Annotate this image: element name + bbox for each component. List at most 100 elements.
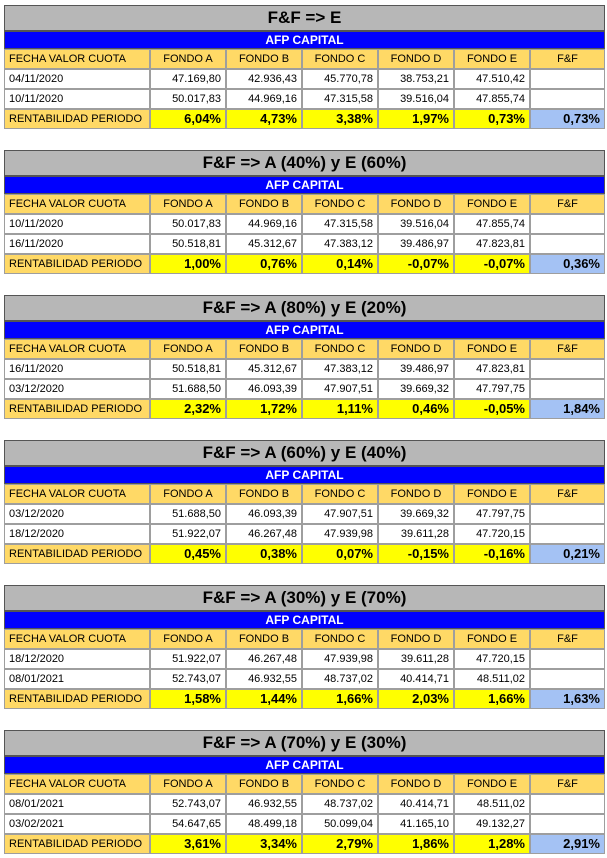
result-value: 0,36% (530, 254, 605, 274)
block-subtitle: AFP CAPITAL (4, 466, 605, 484)
result-label: RENTABILIDAD PERIODO (4, 544, 150, 564)
date-cell: 03/12/2020 (4, 504, 150, 524)
column-header: F&F (530, 774, 605, 794)
column-header: FONDO B (226, 194, 302, 214)
value-cell: 52.743,07 (150, 794, 226, 814)
column-header: FONDO D (378, 484, 454, 504)
column-header: FONDO A (150, 49, 226, 69)
result-value: 1,11% (302, 399, 378, 419)
result-value: 1,66% (302, 689, 378, 709)
value-cell: 47.907,51 (302, 504, 378, 524)
value-cell (530, 669, 605, 689)
result-value: 1,86% (378, 834, 454, 854)
column-header: FONDO E (454, 194, 530, 214)
column-header: FONDO C (302, 774, 378, 794)
value-cell (530, 649, 605, 669)
block-title: F&F => A (80%) y E (20%) (4, 295, 605, 321)
date-cell: 08/01/2021 (4, 669, 150, 689)
date-cell: 04/11/2020 (4, 69, 150, 89)
value-cell: 42.936,43 (226, 69, 302, 89)
column-header: FONDO E (454, 629, 530, 649)
value-cell: 49.132,27 (454, 814, 530, 834)
value-cell (530, 69, 605, 89)
value-cell: 51.922,07 (150, 649, 226, 669)
value-cell: 47.315,58 (302, 89, 378, 109)
value-cell (530, 524, 605, 544)
column-header: FONDO A (150, 629, 226, 649)
result-value: -0,07% (378, 254, 454, 274)
value-cell (530, 504, 605, 524)
value-cell: 47.823,81 (454, 359, 530, 379)
value-cell: 47.720,15 (454, 524, 530, 544)
date-cell: 16/11/2020 (4, 234, 150, 254)
value-cell: 39.669,32 (378, 379, 454, 399)
result-value: 1,66% (454, 689, 530, 709)
result-value: 0,21% (530, 544, 605, 564)
value-cell: 44.969,16 (226, 214, 302, 234)
result-value: -0,16% (454, 544, 530, 564)
value-cell: 44.969,16 (226, 89, 302, 109)
column-header: F&F (530, 49, 605, 69)
value-cell: 46.267,48 (226, 649, 302, 669)
value-cell: 47.383,12 (302, 234, 378, 254)
value-cell: 39.516,04 (378, 89, 454, 109)
column-header: FONDO C (302, 629, 378, 649)
value-cell: 51.688,50 (150, 379, 226, 399)
value-cell: 47.315,58 (302, 214, 378, 234)
value-cell: 47.720,15 (454, 649, 530, 669)
result-value: 3,61% (150, 834, 226, 854)
value-cell: 40.414,71 (378, 794, 454, 814)
value-cell: 45.312,67 (226, 234, 302, 254)
block-title: F&F => E (4, 5, 605, 31)
value-cell: 51.922,07 (150, 524, 226, 544)
column-header: FONDO B (226, 629, 302, 649)
value-cell: 51.688,50 (150, 504, 226, 524)
result-value: 2,03% (378, 689, 454, 709)
value-cell: 46.267,48 (226, 524, 302, 544)
value-cell: 46.093,39 (226, 504, 302, 524)
value-cell: 41.165,10 (378, 814, 454, 834)
value-cell: 45.770,78 (302, 69, 378, 89)
column-header: FONDO E (454, 49, 530, 69)
result-value: 1,00% (150, 254, 226, 274)
column-header: FONDO E (454, 484, 530, 504)
result-value: 2,91% (530, 834, 605, 854)
result-label: RENTABILIDAD PERIODO (4, 399, 150, 419)
column-header: FECHA VALOR CUOTA (4, 49, 150, 69)
value-cell (530, 814, 605, 834)
result-value: 1,84% (530, 399, 605, 419)
result-value: 1,58% (150, 689, 226, 709)
value-cell: 54.647,65 (150, 814, 226, 834)
date-cell: 03/12/2020 (4, 379, 150, 399)
value-cell: 48.737,02 (302, 794, 378, 814)
column-header: FECHA VALOR CUOTA (4, 774, 150, 794)
value-cell: 46.093,39 (226, 379, 302, 399)
result-value: 1,63% (530, 689, 605, 709)
value-cell: 50.017,83 (150, 214, 226, 234)
date-cell: 10/11/2020 (4, 89, 150, 109)
value-cell: 48.511,02 (454, 794, 530, 814)
value-cell: 47.797,75 (454, 504, 530, 524)
column-header: FONDO A (150, 774, 226, 794)
result-value: 0,14% (302, 254, 378, 274)
column-header: FONDO D (378, 49, 454, 69)
value-cell: 47.823,81 (454, 234, 530, 254)
block-subtitle: AFP CAPITAL (4, 321, 605, 339)
value-cell (530, 359, 605, 379)
result-value: 1,97% (378, 109, 454, 129)
column-header: FECHA VALOR CUOTA (4, 339, 150, 359)
result-label: RENTABILIDAD PERIODO (4, 109, 150, 129)
column-header: FONDO A (150, 339, 226, 359)
column-header: FECHA VALOR CUOTA (4, 629, 150, 649)
value-cell: 47.169,80 (150, 69, 226, 89)
result-value: 3,38% (302, 109, 378, 129)
value-cell: 39.486,97 (378, 359, 454, 379)
column-header: FONDO B (226, 339, 302, 359)
result-value: 1,28% (454, 834, 530, 854)
column-header: F&F (530, 194, 605, 214)
result-value: 3,34% (226, 834, 302, 854)
column-header: FONDO A (150, 194, 226, 214)
block-subtitle: AFP CAPITAL (4, 756, 605, 774)
column-header: FECHA VALOR CUOTA (4, 484, 150, 504)
date-cell: 18/12/2020 (4, 524, 150, 544)
